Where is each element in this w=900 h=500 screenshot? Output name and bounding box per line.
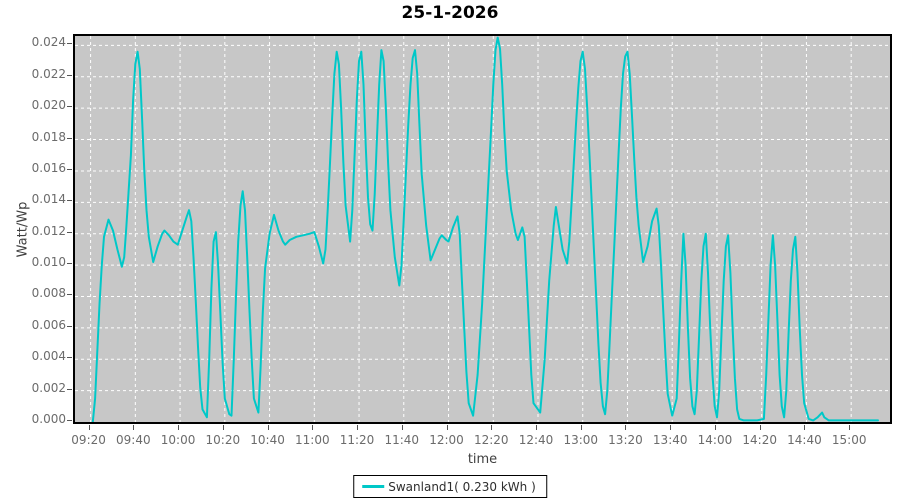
y-tick-mark [67,137,72,139]
x-tick-label: 10:00 [160,433,196,447]
series-line [91,36,879,422]
x-tick-mark [178,425,180,430]
x-tick-label: 12:20 [473,433,509,447]
x-tick-label: 13:20 [608,433,643,447]
y-tick-label: 0.004 [31,349,66,364]
y-tick-mark [67,263,72,265]
y-tick-mark [67,43,72,45]
y-tick-mark [67,357,72,359]
x-tick-label: 15:00 [831,433,867,447]
y-tick-label: 0.006 [31,317,66,332]
y-tick-mark [67,294,72,296]
y-tick-label: 0.018 [31,129,66,144]
y-tick-mark [67,74,72,76]
x-axis-label: time [467,452,498,467]
x-tick-mark [312,425,314,430]
y-tick-label: 0.002 [31,380,66,395]
y-tick-label: 0.022 [31,66,66,81]
legend-series-label: Swanland1( 0.230 kWh ) [388,479,536,494]
y-tick-label: 0.020 [31,98,66,113]
x-tick-mark [625,425,627,430]
y-tick-label: 0.024 [31,35,66,50]
x-tick-mark [401,425,403,430]
x-tick-mark [759,425,761,430]
y-tick-mark [67,231,72,233]
x-tick-mark [133,425,135,430]
x-tick-mark [849,425,851,430]
y-tick-label: 0.012 [31,223,66,238]
y-tick-mark [67,200,72,202]
x-tick-label: 11:00 [295,433,330,447]
x-tick-mark [88,425,90,430]
x-tick-label: 11:40 [384,433,420,447]
x-tick-label: 09:20 [71,433,106,447]
y-tick-label: 0.000 [31,412,66,426]
x-tick-mark [357,425,359,430]
x-tick-label: 09:40 [116,433,151,447]
y-tick-label: 0.016 [31,160,66,175]
x-tick-label: 13:00 [563,433,599,447]
x-tick-label: 12:00 [429,433,464,447]
x-tick-label: 14:40 [787,433,822,447]
x-tick-mark [536,425,537,430]
legend-line-swatch [362,485,385,488]
x-tick-mark [714,425,716,430]
y-tick-label: 0.008 [31,286,66,301]
line-chart [75,36,890,422]
x-tick-label: 11:20 [339,433,375,447]
y-tick-label: 0.014 [31,192,66,207]
x-tick-mark [446,425,448,430]
x-tick-mark [804,425,806,430]
x-tick-label: 12:40 [518,433,554,447]
x-tick-label: 10:40 [250,433,285,447]
legend: Swanland1( 0.230 kWh ) [353,475,547,498]
chart-title: 25-1-2026 [401,3,499,23]
x-tick-mark [267,425,269,430]
x-tick-label: 10:20 [205,433,241,447]
x-tick-mark [222,425,224,430]
y-tick-mark [67,106,72,108]
y-tick-label: 0.010 [31,255,66,270]
y-tick-mark [67,325,72,327]
plot-area[interactable] [73,34,892,424]
x-tick-mark [580,425,582,430]
x-tick-mark [491,425,493,430]
x-tick-label: 14:20 [742,433,777,447]
x-tick-mark [670,425,672,430]
y-tick-mark [67,168,72,170]
x-tick-label: 14:00 [697,433,733,447]
x-tick-label: 13:40 [652,433,688,447]
y-tick-mark [67,420,72,421]
y-tick-mark [67,388,72,390]
